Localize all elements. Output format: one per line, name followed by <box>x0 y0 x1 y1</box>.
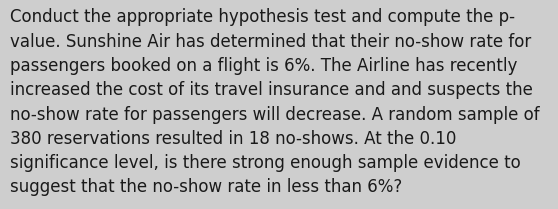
Text: Conduct the appropriate hypothesis test and compute the p-
value. Sunshine Air h: Conduct the appropriate hypothesis test … <box>10 8 540 196</box>
